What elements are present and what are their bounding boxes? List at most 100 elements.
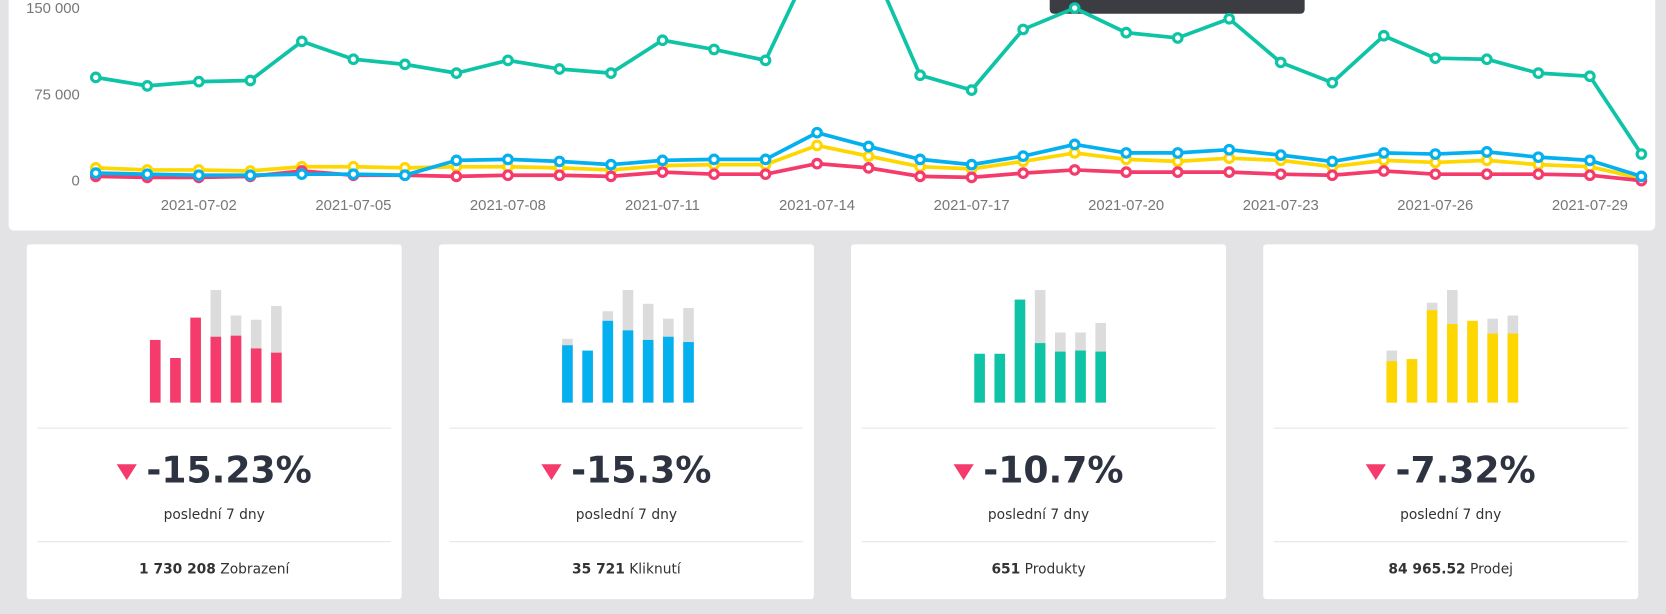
data-point — [1120, 147, 1133, 159]
data-point — [502, 54, 514, 67]
data-point — [89, 71, 102, 84]
data-point — [450, 170, 463, 183]
data-point — [811, 139, 823, 152]
data-point — [965, 171, 978, 184]
bar — [230, 335, 242, 403]
change-value: -10.7% — [983, 449, 1123, 492]
data-point — [656, 34, 669, 47]
change-value: -15.23% — [146, 449, 311, 492]
bar — [271, 352, 282, 403]
data-point — [914, 153, 926, 166]
data-point — [965, 84, 978, 96]
x-tick-label: 2021-07-05 — [315, 198, 391, 214]
bar — [1467, 320, 1478, 403]
data-point — [1377, 29, 1390, 42]
bar — [250, 348, 262, 403]
bar — [582, 350, 593, 403]
data-point — [1326, 155, 1339, 168]
bar — [1034, 343, 1046, 403]
data-point — [1377, 165, 1390, 177]
data-point — [244, 74, 257, 87]
bar — [1507, 333, 1519, 403]
bar — [1014, 299, 1026, 403]
data-point — [502, 169, 514, 182]
x-tick-label: 2021-07-02 — [161, 198, 237, 214]
data-point — [759, 54, 772, 67]
data-point — [1120, 26, 1133, 39]
change-value: -7.32% — [1395, 449, 1535, 492]
data-point — [502, 153, 514, 166]
trend-down-icon — [116, 464, 137, 481]
data-point — [1171, 166, 1184, 178]
data-point — [914, 69, 926, 82]
data-point — [1274, 168, 1287, 181]
stat-card — [851, 244, 1227, 600]
data-point — [1068, 138, 1081, 151]
data-point — [1171, 32, 1184, 44]
data-point — [605, 170, 617, 183]
metric-name: Zobrazení — [220, 561, 290, 577]
y-tick-label: 75 000 — [34, 87, 79, 103]
line-panel — [8, 0, 1656, 231]
stat-card — [26, 244, 402, 600]
data-point — [347, 53, 360, 66]
period-label: poslední 7 dny — [576, 507, 677, 523]
x-tick-label: 2021-07-11 — [625, 198, 700, 214]
data-point — [1068, 164, 1081, 176]
data-point — [450, 67, 463, 79]
bar — [642, 339, 654, 403]
data-point — [553, 155, 566, 168]
trend-down-icon — [1365, 464, 1386, 481]
bar — [1487, 333, 1498, 403]
data-point — [1429, 168, 1442, 181]
data-point — [399, 169, 411, 182]
total-value: 84 965.52 — [1388, 561, 1465, 577]
data-point — [1274, 149, 1287, 161]
metric-name: Kliknutí — [629, 561, 682, 577]
bar — [974, 353, 985, 403]
x-tick-label: 2021-07-29 — [1552, 198, 1628, 214]
total-label: 1 730 208 Zobrazení — [139, 561, 290, 577]
data-point — [89, 167, 102, 179]
data-point — [1017, 23, 1029, 36]
data-point — [192, 75, 205, 88]
data-point — [1377, 147, 1390, 159]
tooltip — [1049, 0, 1305, 14]
data-point — [1635, 148, 1648, 160]
bar — [1426, 310, 1438, 403]
bar — [562, 345, 573, 403]
data-point — [811, 157, 823, 170]
x-tick-label: 2021-07-17 — [934, 198, 1010, 214]
data-point — [399, 58, 411, 71]
bar — [1055, 351, 1066, 403]
data-point — [656, 166, 669, 178]
data-point — [1584, 70, 1596, 83]
data-point — [1480, 146, 1493, 158]
data-point — [1017, 167, 1029, 179]
bar — [190, 317, 201, 403]
data-point — [1635, 170, 1648, 183]
x-tick-label: 2021-07-14 — [779, 198, 855, 214]
data-point — [759, 168, 772, 181]
data-point — [708, 168, 720, 181]
period-label: poslední 7 dny — [1400, 507, 1501, 523]
total-value: 1 730 208 — [139, 561, 216, 577]
data-point — [605, 158, 617, 171]
data-point — [759, 153, 772, 166]
data-point — [1274, 56, 1287, 69]
data-point — [450, 154, 463, 167]
data-point — [1584, 154, 1596, 167]
data-point — [708, 153, 720, 166]
bar — [170, 357, 181, 403]
data-point — [1584, 169, 1596, 182]
x-tick-label: 2021-07-20 — [1088, 198, 1164, 214]
data-point — [1068, 2, 1081, 14]
data-point — [553, 63, 566, 75]
x-tick-label: 2021-07-26 — [1397, 198, 1473, 214]
total-value: 651 — [991, 561, 1020, 577]
stat-card — [1263, 244, 1639, 600]
data-point — [1326, 76, 1339, 89]
data-point — [1429, 52, 1442, 65]
